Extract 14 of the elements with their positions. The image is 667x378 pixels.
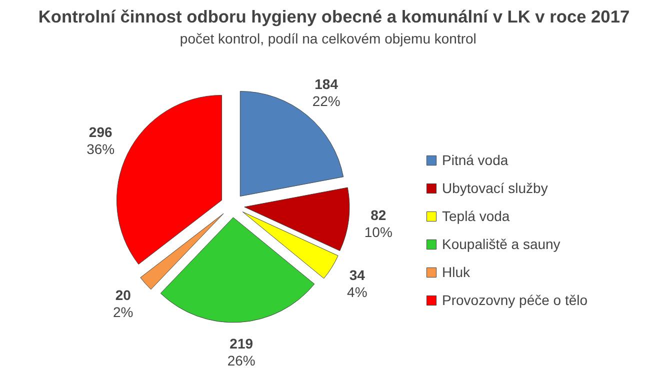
data-label: 296 36% <box>86 124 115 158</box>
legend-label: Teplá voda <box>442 208 510 224</box>
chart-title: Kontrolní činnost odboru hygieny obecné a komunální v LK v roce 2017 <box>38 6 630 26</box>
legend-label: Provozovny péče o tělo <box>442 292 588 308</box>
data-label: 34 4% <box>347 266 368 300</box>
chart-subtitle: počet kontrol, podíl na celkovém objemu kontrol <box>180 30 476 46</box>
legend-label: Hluk <box>442 264 470 280</box>
data-label: 219 26% <box>227 336 256 369</box>
data-label: 184 22% <box>312 76 340 109</box>
legend-label: Ubytovací služby <box>442 180 548 196</box>
data-label: 82 10% <box>364 206 392 240</box>
legend-label: Koupaliště a sauny <box>442 236 560 252</box>
data-label: 20 2% <box>113 287 134 320</box>
legend-label: Pitná voda <box>442 152 508 168</box>
